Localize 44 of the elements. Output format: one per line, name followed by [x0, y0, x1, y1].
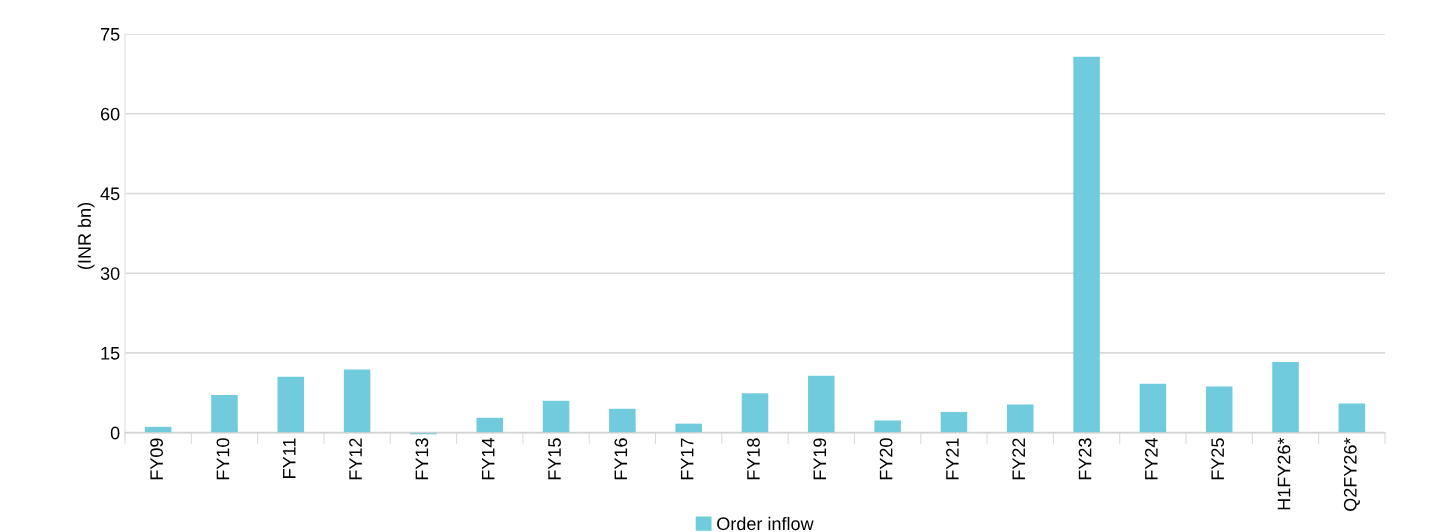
x-tick-label: FY16 — [614, 438, 628, 480]
bar — [1205, 386, 1233, 433]
x-tick-label: FY13 — [415, 438, 429, 480]
y-tick-label: 75 — [100, 28, 120, 41]
bar — [211, 394, 238, 433]
y-tick-label: 15 — [101, 347, 120, 360]
x-tick-label: FY25 — [1211, 438, 1225, 480]
bar — [1073, 56, 1100, 433]
y-tick-label: 45 — [100, 187, 120, 201]
bar — [940, 411, 968, 433]
y-tick-label: 0 — [110, 426, 120, 440]
bar — [1338, 403, 1366, 433]
x-tick-label: FY10 — [216, 438, 230, 480]
y-tick-label: 60 — [100, 107, 120, 121]
x-tick-label: FY14 — [481, 438, 495, 480]
x-tick-label: FY23 — [1078, 438, 1092, 480]
x-tick-label: FY20 — [879, 438, 893, 480]
x-tick-label: FY22 — [1012, 438, 1025, 480]
x-tick-label: FY19 — [813, 438, 827, 480]
x-tick-label: FY24 — [1144, 438, 1158, 480]
bar — [874, 420, 901, 433]
x-tick-label: FY11 — [283, 438, 296, 478]
x-tick-label: FY21 — [946, 438, 959, 480]
bar — [609, 408, 636, 433]
x-tick-label: FY17 — [680, 438, 694, 480]
bar — [343, 369, 371, 433]
x-tick-label: FY09 — [150, 438, 163, 480]
bar — [1272, 361, 1299, 433]
bar — [1139, 383, 1167, 433]
bar — [741, 393, 769, 433]
bar — [675, 423, 702, 433]
x-tick-label: FY15 — [548, 438, 561, 480]
y-axis-title: (INR bn) — [77, 203, 95, 269]
x-tick-label: FY12 — [349, 438, 362, 480]
bar — [542, 400, 570, 433]
bar — [808, 375, 835, 433]
legend-label: Order inflow — [717, 516, 814, 531]
x-tick-label: FY18 — [747, 438, 760, 480]
bar — [1007, 404, 1034, 433]
bar — [277, 376, 305, 433]
x-tick-label: Q2FY26* — [1343, 437, 1360, 511]
bar — [476, 417, 503, 433]
x-tick-label: H1FY26* — [1277, 437, 1291, 510]
y-tick-label: 30 — [100, 267, 120, 280]
